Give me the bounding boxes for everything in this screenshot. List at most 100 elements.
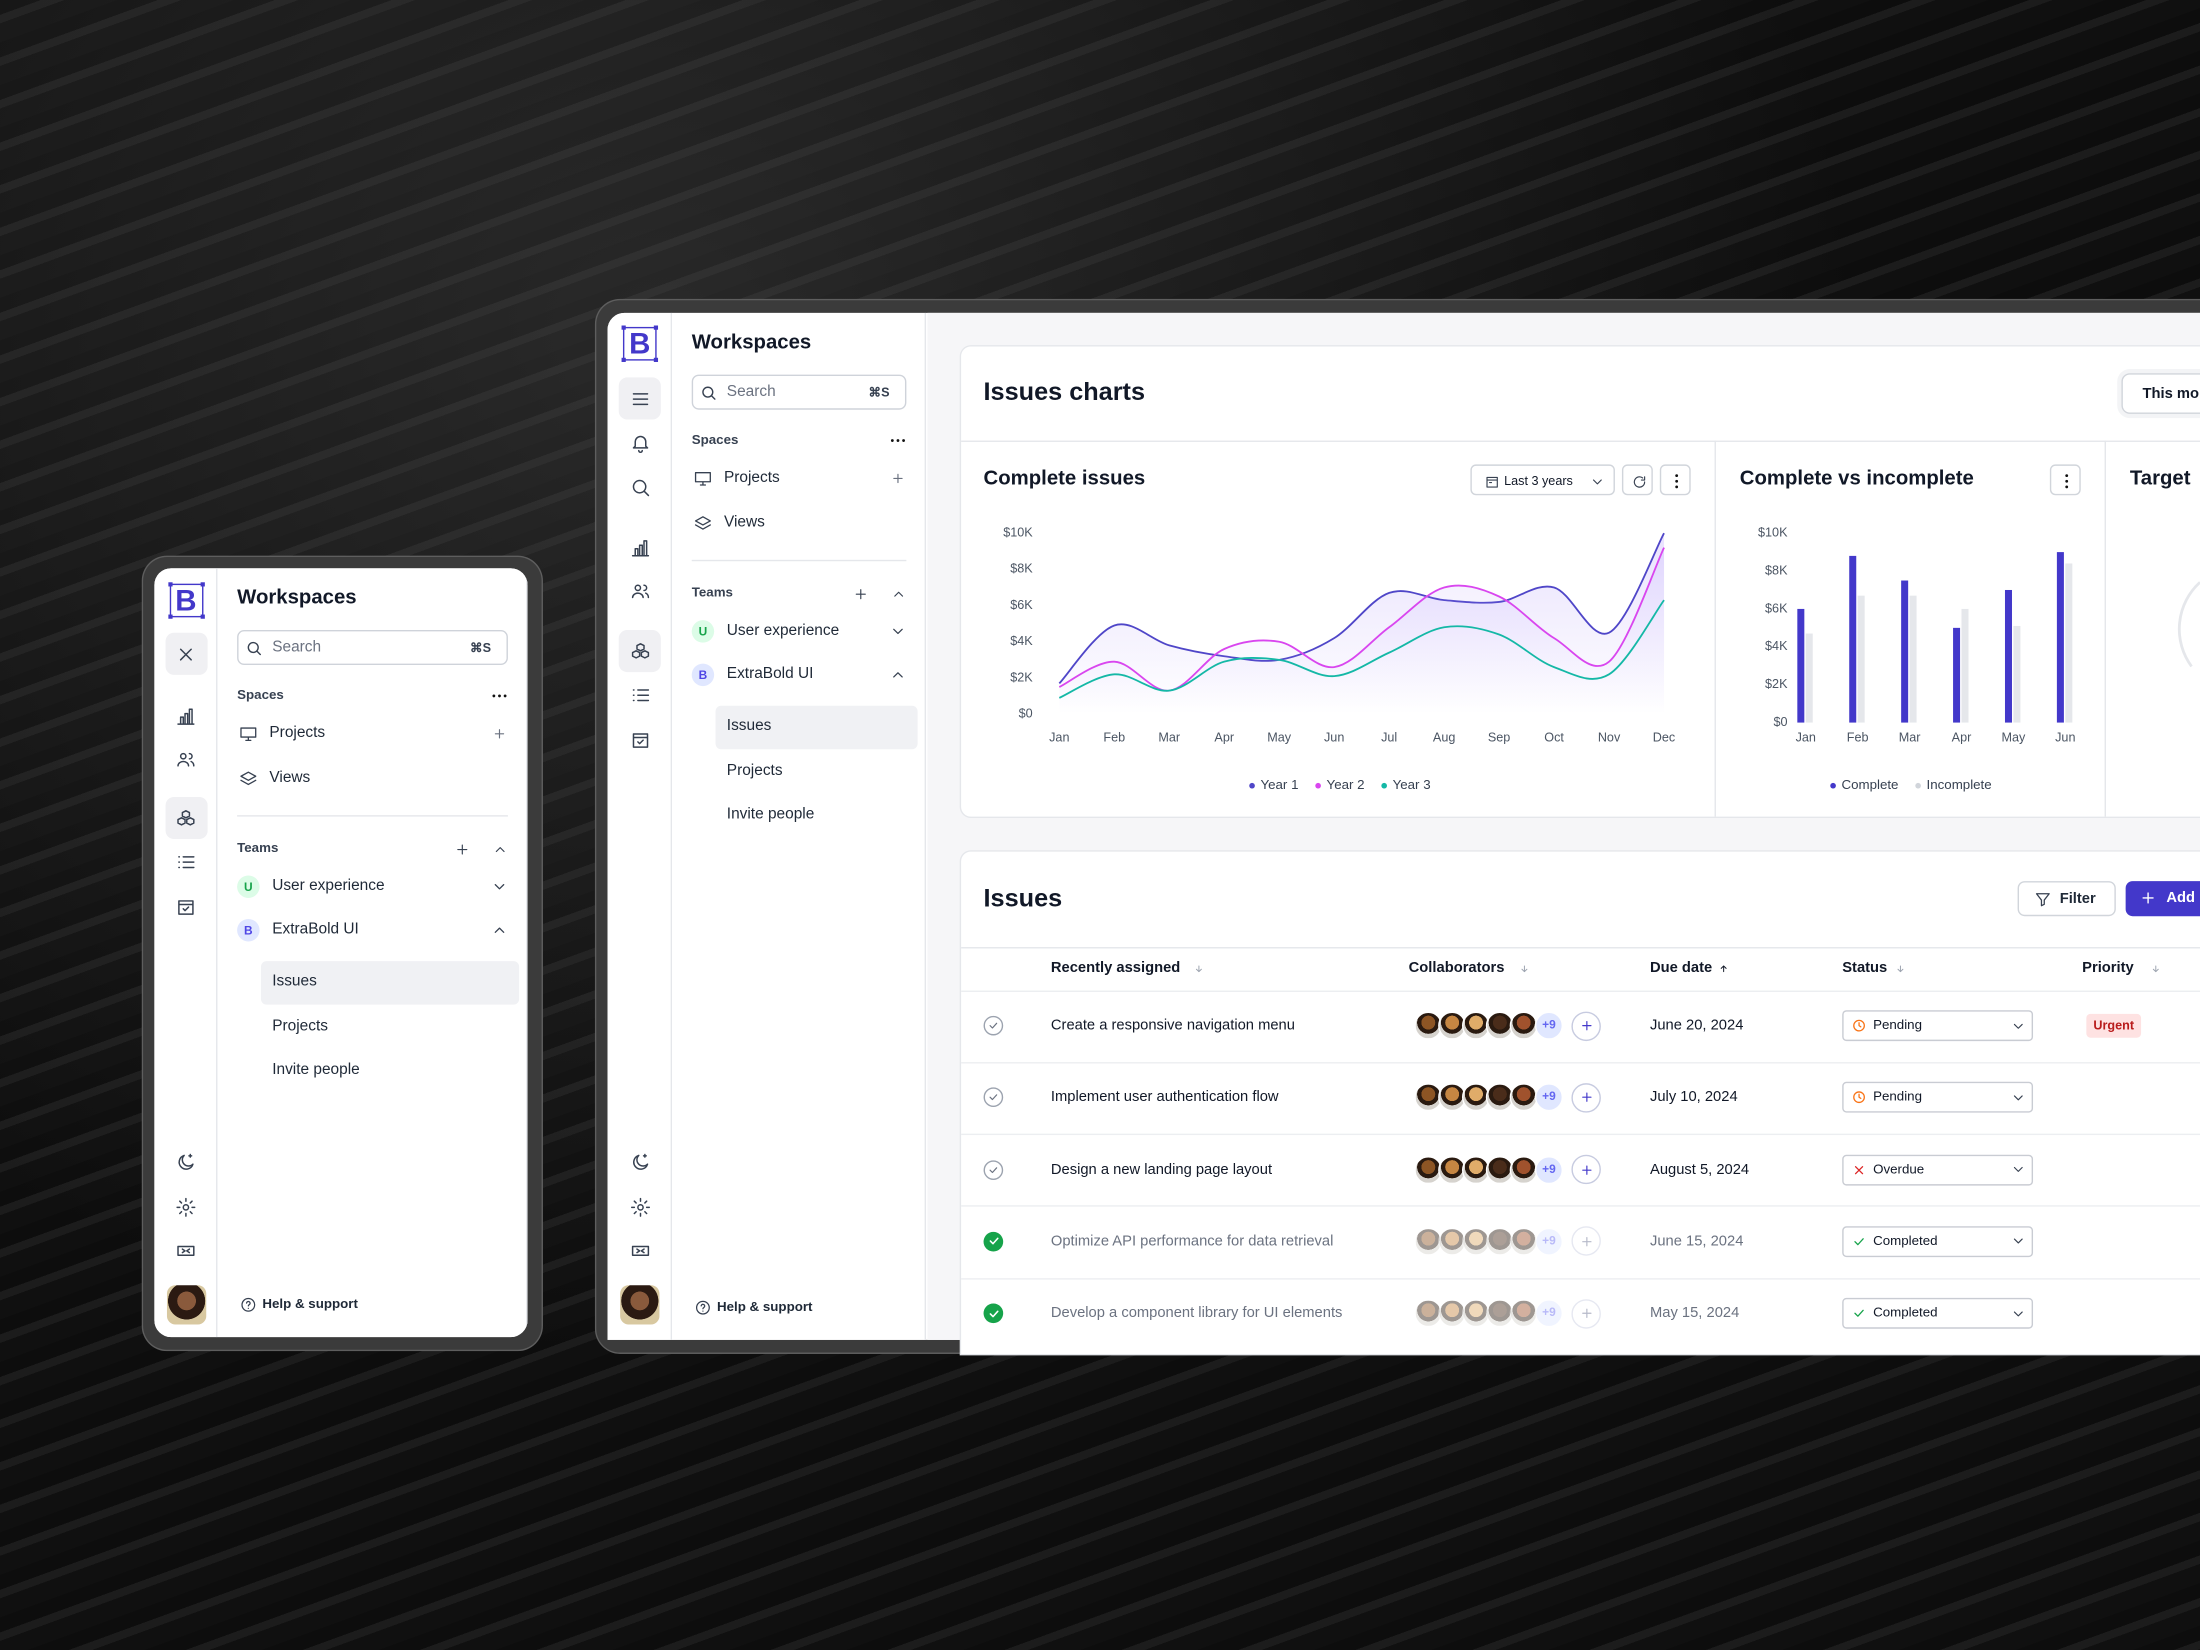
dot	[890, 438, 895, 443]
chart-title: Target	[2129, 467, 2191, 491]
status-select[interactable]: Completed	[1842, 1226, 2034, 1257]
filter-button[interactable]: Filter	[2017, 881, 2116, 917]
search-box[interactable]: Search ⌘S	[691, 374, 907, 410]
column-header[interactable]: Collaborators	[1408, 959, 1505, 977]
icon-path	[247, 641, 261, 656]
icon-button[interactable]	[1621, 464, 1653, 496]
icon-path	[2035, 893, 2050, 907]
icon-path	[632, 688, 649, 701]
team-name[interactable]: User experience	[272, 877, 385, 895]
logo-corner	[621, 325, 626, 330]
due-date: August 5, 2024	[1649, 1160, 1750, 1178]
icon	[494, 729, 505, 739]
help-link[interactable]: Help & support	[716, 1299, 813, 1316]
collaborator-more: +9	[1534, 1227, 1564, 1256]
icon-path	[1581, 1164, 1591, 1175]
add-collaborator[interactable]	[1571, 1298, 1601, 1329]
range-button[interactable]: This month	[2121, 373, 2200, 414]
icon-path	[631, 1244, 649, 1256]
task-title[interactable]: Implement user authentication flow	[1050, 1088, 1279, 1106]
icon	[1853, 1019, 1865, 1032]
rail-icon	[177, 1244, 195, 1256]
collaborator-avatar	[1461, 1299, 1491, 1328]
chart-range-select[interactable]: Last 3 years	[1470, 464, 1615, 496]
space-item[interactable]: Projects	[723, 469, 780, 487]
team-name[interactable]: ExtraBold UI	[726, 665, 814, 683]
icon	[1581, 1236, 1591, 1247]
add-button[interactable]: Add issue	[2125, 881, 2200, 917]
logo-corner	[167, 582, 172, 587]
icon	[2013, 1167, 2023, 1173]
add-collaborator[interactable]	[1571, 1082, 1601, 1113]
task-title[interactable]: Optimize API performance for data retrie…	[1050, 1232, 1334, 1250]
team-sub-item[interactable]: Invite people	[726, 805, 815, 823]
icon	[495, 846, 504, 852]
status-label: Completed	[1873, 1233, 1938, 1249]
team-badge: B	[237, 919, 260, 942]
icon	[1581, 1308, 1591, 1319]
collaborator-avatar	[1461, 1011, 1491, 1040]
search-shortcut: ⌘S	[868, 385, 890, 400]
icon-path	[631, 539, 649, 556]
team-badge: U	[237, 875, 260, 898]
rail-icon	[179, 647, 192, 660]
icon-path	[1520, 964, 1527, 972]
icon	[241, 1297, 256, 1312]
help-link[interactable]: Help & support	[262, 1296, 358, 1313]
add-collaborator[interactable]	[1571, 1010, 1601, 1041]
sidebar: Workspaces Search ⌘S Spaces Projects Views Tea…	[217, 568, 528, 1338]
icon	[1854, 1237, 1864, 1246]
status-select[interactable]: Pending	[1842, 1082, 2034, 1114]
due-date: June 20, 2024	[1649, 1016, 1744, 1034]
rail-icon	[178, 899, 194, 915]
add-collaborator[interactable]	[1571, 1226, 1601, 1257]
icon-path	[1581, 1308, 1591, 1319]
space-item[interactable]: Views	[723, 514, 765, 531]
icon	[893, 473, 903, 484]
icon-path	[176, 1197, 196, 1217]
task-title[interactable]: Design a new landing page layout	[1050, 1160, 1273, 1178]
icon-path	[1853, 1091, 1865, 1104]
column-header[interactable]: Recently assigned	[1050, 959, 1181, 977]
column-header[interactable]: Priority	[2082, 959, 2134, 977]
rail-icon	[177, 707, 195, 725]
range-button-label: This month	[2142, 385, 2200, 403]
column-header[interactable]: Status	[1842, 959, 1888, 977]
column-header[interactable]: Due date	[1649, 959, 1713, 977]
collaborator-avatar	[1414, 1011, 1443, 1040]
task-title[interactable]: Develop a component library for UI eleme…	[1050, 1304, 1343, 1322]
icon-button[interactable]	[1659, 464, 1691, 496]
space-item[interactable]: Projects	[269, 724, 326, 742]
team-sub-item[interactable]: Projects	[726, 761, 783, 779]
add-collaborator[interactable]	[1571, 1154, 1601, 1185]
logo-corner	[199, 582, 205, 587]
team-sub-item[interactable]: Invite people	[272, 1061, 360, 1079]
team-sub-item[interactable]: Projects	[272, 1017, 328, 1034]
divider	[961, 947, 2200, 949]
collaborator-avatar	[1485, 1227, 1514, 1256]
team-sub-item[interactable]: Issues	[272, 972, 317, 990]
icon-path	[494, 927, 505, 933]
status-select[interactable]: Completed	[1842, 1298, 2034, 1329]
status-select[interactable]: Pending	[1842, 1010, 2034, 1042]
status-select[interactable]: Overdue	[1842, 1154, 2034, 1186]
team-name[interactable]: User experience	[726, 622, 840, 639]
task-title[interactable]: Create a responsive navigation menu	[1050, 1016, 1295, 1034]
team-sub-item[interactable]: Issues	[726, 717, 772, 735]
search-shortcut: ⌘S	[470, 640, 492, 655]
icon	[456, 843, 467, 854]
icon	[695, 1300, 710, 1315]
team-name[interactable]: ExtraBold UI	[272, 920, 359, 938]
icon	[494, 927, 505, 933]
space-item[interactable]: Views	[269, 769, 311, 787]
icon-button[interactable]	[2049, 464, 2081, 496]
icon	[2142, 892, 2154, 904]
icon	[1485, 476, 1498, 487]
rail-icon	[632, 1153, 648, 1170]
team-badge: B	[691, 663, 715, 687]
icon-path	[177, 707, 195, 725]
search-box[interactable]: Search ⌘S	[237, 629, 508, 666]
icon	[240, 727, 257, 742]
